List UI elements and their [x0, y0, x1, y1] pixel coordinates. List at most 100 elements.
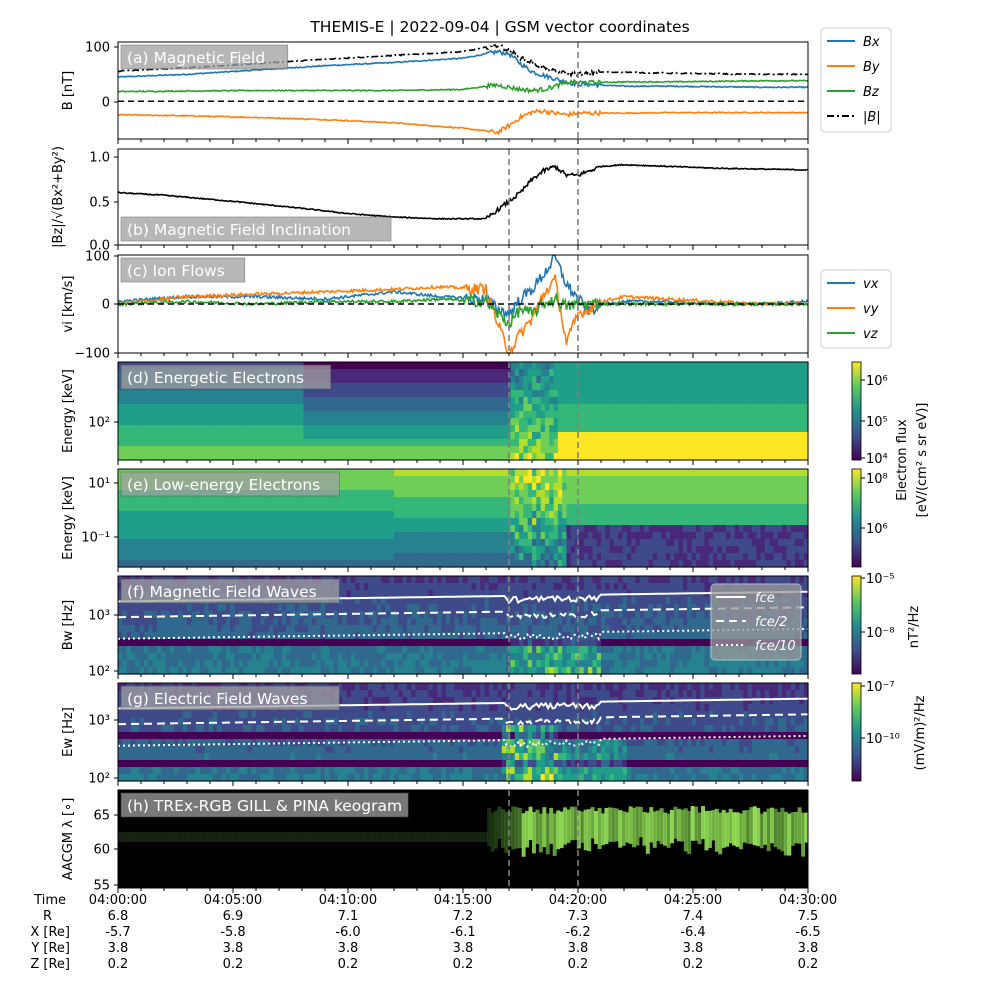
heatmap-cell — [670, 418, 675, 426]
heatmap-cell — [428, 469, 434, 477]
heatmap-cell — [191, 639, 197, 647]
heatmap-cell — [648, 453, 654, 461]
heatmap-cell — [803, 532, 809, 540]
heatmap-cell — [450, 446, 455, 454]
heatmap-cell — [726, 432, 731, 440]
y-tick-label: 10¹ — [88, 477, 110, 492]
heatmap-cell — [769, 404, 775, 412]
heatmap-cell — [618, 425, 624, 433]
heatmap-cell — [631, 511, 637, 519]
heatmap-cell — [221, 539, 227, 547]
heatmap-cell — [432, 539, 438, 547]
heatmap-cell — [622, 369, 628, 377]
heatmap-cell — [695, 539, 701, 547]
heatmap-cell — [406, 376, 412, 384]
heatmap-cell — [152, 667, 158, 675]
heatmap-cell — [402, 376, 408, 384]
heatmap-cell — [342, 553, 348, 561]
heatmap-cell — [764, 411, 770, 419]
heatmap-cell — [713, 453, 719, 461]
heatmap-cell — [764, 404, 770, 412]
heatmap-cell — [182, 390, 188, 398]
heatmap-cell — [376, 497, 382, 505]
heatmap-cell — [463, 362, 468, 370]
heatmap-cell — [294, 411, 300, 419]
heatmap-cell — [139, 425, 145, 433]
heatmap-cell — [217, 446, 223, 454]
heatmap-cell — [734, 476, 740, 484]
heatmap-cell — [333, 383, 339, 391]
heatmap-cell — [769, 497, 775, 505]
heatmap-cell — [795, 504, 800, 512]
heatmap-cell — [523, 490, 529, 498]
heatmap-cell — [549, 518, 555, 526]
heatmap-cell — [510, 369, 516, 377]
heatmap-cell — [773, 476, 779, 484]
heatmap-cell — [493, 511, 499, 519]
heatmap-cell — [717, 369, 723, 377]
heatmap-cell — [182, 653, 188, 661]
heatmap-cell — [329, 439, 335, 447]
heatmap-cell — [657, 453, 662, 461]
heatmap-cell — [566, 483, 572, 491]
heatmap-cell — [695, 390, 701, 398]
heatmap-cell — [480, 504, 486, 512]
heatmap-cell — [631, 539, 637, 547]
heatmap-cell — [484, 560, 490, 568]
heatmap-cell — [592, 469, 598, 477]
heatmap-cell — [803, 553, 809, 561]
heatmap-cell — [553, 362, 559, 370]
heatmap-cell — [394, 390, 399, 398]
heatmap-cell — [290, 425, 296, 433]
heatmap-cell — [299, 525, 305, 533]
heatmap-cell — [389, 411, 395, 419]
heatmap-cell — [135, 639, 141, 647]
heatmap-cell — [562, 453, 568, 461]
heatmap-cell — [126, 660, 132, 668]
heatmap-cell — [657, 418, 662, 426]
heatmap-cell — [122, 504, 128, 512]
heatmap-cell — [419, 383, 425, 391]
heatmap-cell — [475, 483, 481, 491]
heatmap-cell — [549, 369, 555, 377]
heatmap-cell — [601, 362, 606, 370]
heatmap-cell — [579, 432, 585, 440]
heatmap-cell — [644, 397, 650, 405]
heatmap-cell — [536, 483, 542, 491]
heatmap-cell — [743, 560, 749, 568]
heatmap-cell — [148, 518, 154, 526]
heatmap-cell — [566, 532, 572, 540]
heatmap-cell — [557, 453, 563, 461]
heatmap-cell — [402, 518, 408, 526]
heatmap-cell — [734, 439, 740, 447]
heatmap-cell — [760, 497, 766, 505]
heatmap-cell — [346, 539, 352, 547]
y-tick-label: 1.0 — [89, 151, 110, 166]
heatmap-cell — [769, 469, 775, 477]
heatmap-cell — [411, 453, 417, 461]
heatmap-cell — [734, 539, 740, 547]
heatmap-cell — [803, 525, 809, 533]
heatmap-cell — [415, 390, 421, 398]
heatmap-cell — [657, 432, 662, 440]
heatmap-cell — [230, 439, 236, 447]
heatmap-cell — [691, 553, 697, 561]
heatmap-cell — [682, 418, 688, 426]
heatmap-cell — [208, 518, 214, 526]
heatmap-cell — [588, 476, 593, 484]
heatmap-cell — [337, 439, 343, 447]
heatmap-cell — [484, 390, 490, 398]
heatmap-cell — [708, 525, 714, 533]
heatmap-cell — [135, 425, 141, 433]
heatmap-cell — [782, 525, 788, 533]
heatmap-cell — [381, 539, 386, 547]
heatmap-cell — [790, 390, 796, 398]
heatmap-cell — [648, 376, 654, 384]
heatmap-cell — [795, 418, 800, 426]
heatmap-cell — [450, 397, 455, 405]
heatmap-cell — [441, 397, 447, 405]
heatmap-cell — [333, 560, 339, 568]
heatmap-cell — [639, 504, 645, 512]
heatmap-cell — [389, 511, 395, 519]
